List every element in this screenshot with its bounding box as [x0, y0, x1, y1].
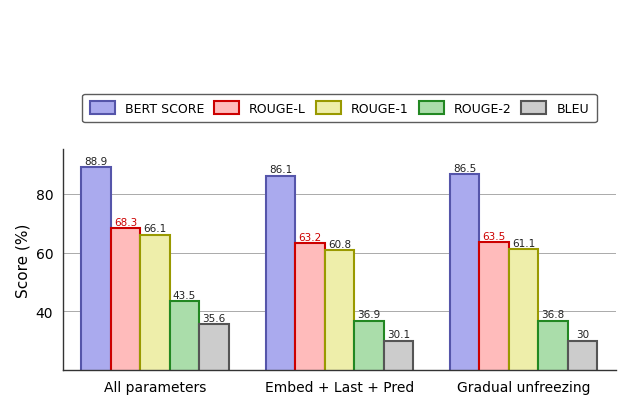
Text: 60.8: 60.8: [328, 239, 351, 249]
Y-axis label: Score (%): Score (%): [15, 223, 30, 297]
Text: 63.2: 63.2: [298, 232, 321, 242]
Text: 30.1: 30.1: [387, 329, 410, 339]
Bar: [383, 341, 413, 409]
Text: 61.1: 61.1: [512, 238, 535, 248]
Bar: [450, 175, 479, 409]
Text: 86.1: 86.1: [269, 165, 292, 175]
Text: 43.5: 43.5: [173, 290, 196, 300]
Legend: BERT SCORE, ROUGE-L, ROUGE-1, ROUGE-2, BLEU: BERT SCORE, ROUGE-L, ROUGE-1, ROUGE-2, B…: [82, 94, 596, 123]
Bar: [509, 249, 538, 409]
Text: 68.3: 68.3: [114, 217, 137, 227]
Text: 30: 30: [576, 330, 589, 339]
Text: 35.6: 35.6: [202, 313, 226, 323]
Bar: [140, 235, 170, 409]
Text: 63.5: 63.5: [483, 231, 506, 241]
Bar: [266, 176, 295, 409]
Text: 36.8: 36.8: [541, 310, 564, 319]
Text: 66.1: 66.1: [143, 224, 166, 234]
Bar: [538, 321, 568, 409]
Bar: [170, 301, 199, 409]
Bar: [111, 229, 140, 409]
Bar: [81, 168, 111, 409]
Text: 36.9: 36.9: [357, 309, 380, 319]
Bar: [479, 243, 509, 409]
Bar: [295, 243, 324, 409]
Bar: [568, 341, 597, 409]
Bar: [354, 321, 383, 409]
Text: 86.5: 86.5: [453, 164, 476, 173]
Text: 88.9: 88.9: [84, 157, 108, 166]
Bar: [324, 251, 354, 409]
Bar: [199, 325, 228, 409]
